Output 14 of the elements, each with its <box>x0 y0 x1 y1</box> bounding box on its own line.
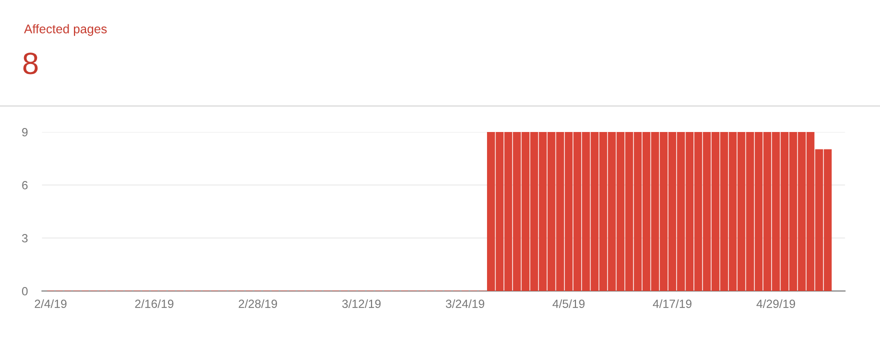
x-tick-label: 2/4/19 <box>34 299 66 308</box>
x-tick-label: 4/17/19 <box>652 299 692 308</box>
y-tick-label: 0 <box>22 287 28 296</box>
chart-subtitle: 8 <box>23 52 38 74</box>
x-tick-label: 2/28/19 <box>238 299 277 308</box>
x-tick-label: 4/29/19 <box>756 299 796 308</box>
x-tick-label: 4/5/19 <box>552 299 585 308</box>
x-tick-label: 3/12/19 <box>342 299 381 308</box>
x-tick-label: 3/24/19 <box>446 299 484 308</box>
y-tick-label: 3 <box>22 234 28 242</box>
x-tick-label: 2/16/19 <box>135 299 174 308</box>
chart-title: Affected pages <box>24 24 107 36</box>
y-tick-label: 6 <box>22 181 28 190</box>
y-tick-label: 9 <box>22 128 28 136</box>
